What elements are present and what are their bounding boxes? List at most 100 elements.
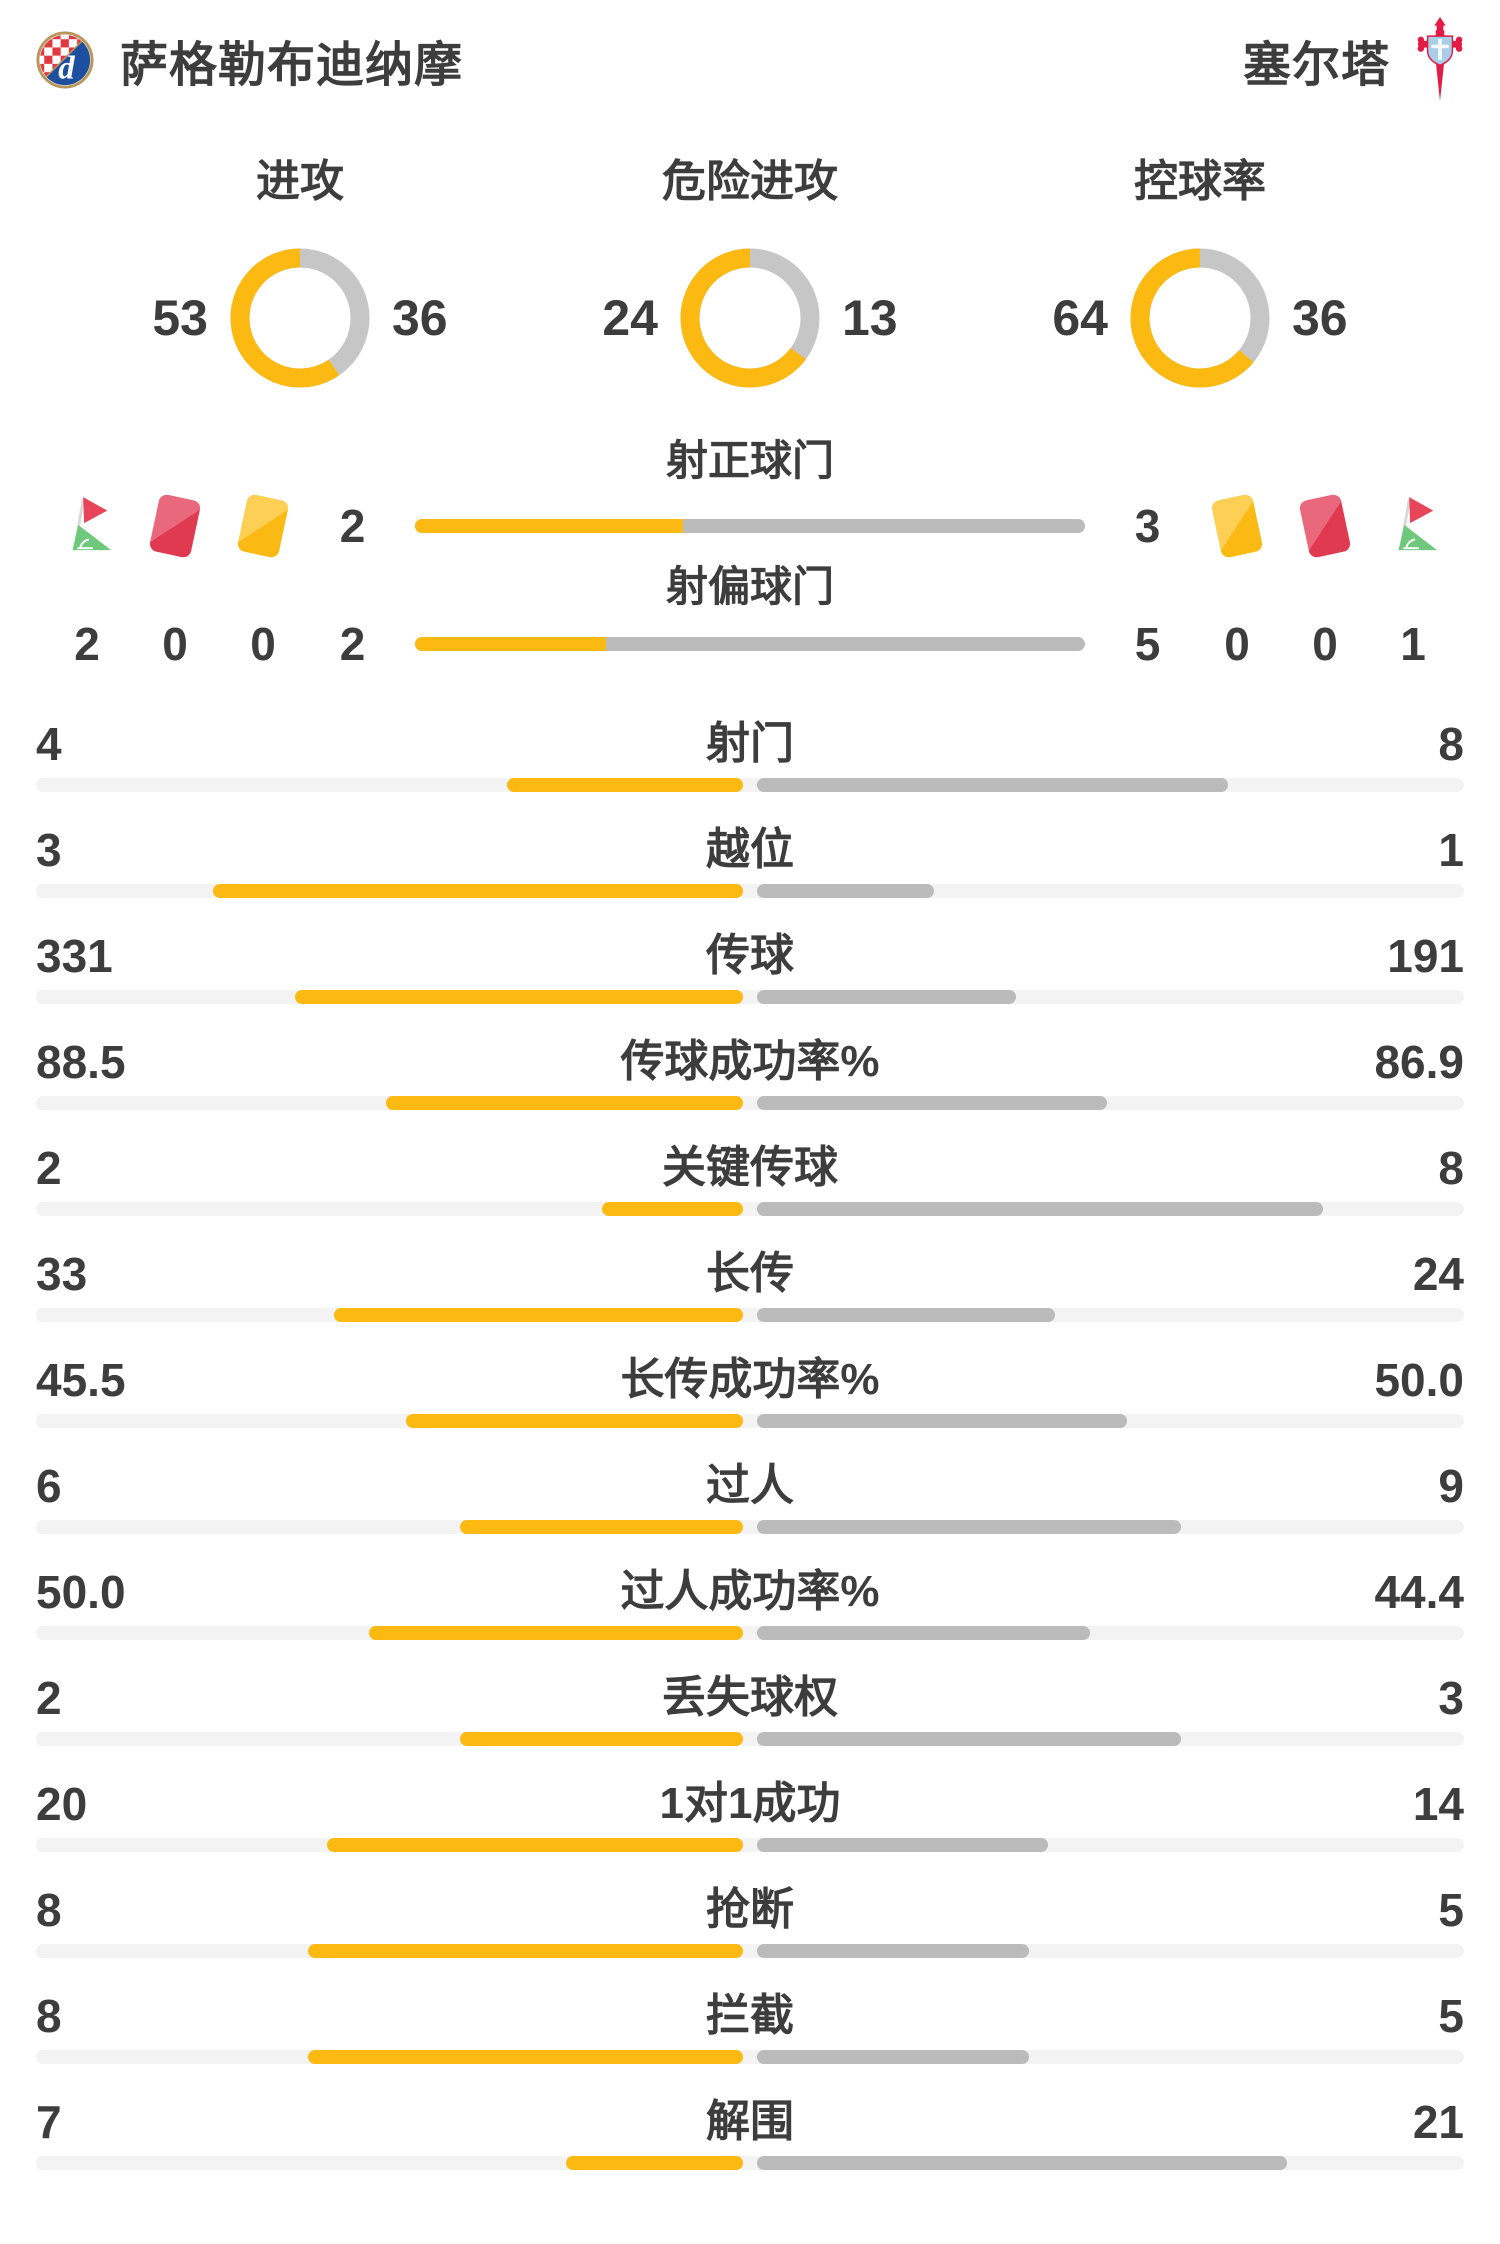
- stat-bar-track: [36, 990, 1464, 1004]
- stat-away-value: 8: [1438, 1142, 1464, 1194]
- stat-label: 解围: [706, 2097, 794, 2146]
- discipline-count: 1: [1400, 618, 1426, 670]
- stat-bar-track: [36, 1308, 1464, 1322]
- stat-bar-away: [757, 1626, 1090, 1640]
- stat-home-value: 6: [36, 1460, 62, 1512]
- shots-on-target-title: 射正球门: [665, 437, 834, 484]
- stat-bar-away: [757, 990, 1016, 1004]
- stat-row: 20 1对1成功 14: [36, 1766, 1464, 1872]
- stat-label: 过人: [706, 1461, 794, 1510]
- donut-title: 危险进攻: [662, 157, 838, 206]
- svg-text:d: d: [58, 50, 75, 86]
- shots-on-target-away: 3: [1134, 500, 1161, 552]
- donut-home-value: 53: [152, 290, 208, 346]
- discipline-count: 0: [250, 618, 276, 670]
- stat-away-value: 86.9: [1374, 1036, 1464, 1088]
- donut-chart: [680, 248, 820, 388]
- stat-bar-away: [757, 1838, 1049, 1852]
- stat-bar-track: [36, 778, 1464, 792]
- stat-bar-away: [757, 1520, 1182, 1534]
- donut-home-value: 24: [602, 290, 658, 346]
- shots-off-target-home: 2: [339, 618, 366, 670]
- stat-bar-home: [307, 2050, 743, 2064]
- stat-row: 2 丢失球权 3: [36, 1660, 1464, 1766]
- stat-bar-away: [757, 1944, 1029, 1958]
- overview-donuts: 进攻 53 36 危险进攻 24 13 控球率: [0, 158, 1500, 388]
- home-discipline-icons: [60, 490, 290, 562]
- stat-away-value: 14: [1412, 1778, 1464, 1830]
- overview-donut-group: 进攻 53 36: [96, 158, 504, 388]
- stat-label: 传球成功率%: [620, 1037, 880, 1086]
- stat-row: 2 关键传球 8: [36, 1130, 1464, 1236]
- stat-row: 7 解围 21: [36, 2084, 1464, 2190]
- stat-label: 1对1成功: [659, 1779, 841, 1828]
- stat-label: 丢失球权: [662, 1673, 838, 1722]
- stat-home-value: 8: [36, 1884, 62, 1936]
- stat-row: 3 越位 1: [36, 812, 1464, 918]
- overview-donut-group: 危险进攻 24 13: [546, 158, 954, 388]
- red-card-icon: [1298, 490, 1352, 562]
- donut-chart: [1130, 248, 1270, 388]
- home-team: d 萨格勒布迪纳摩: [36, 25, 463, 95]
- stat-row: 33 长传 24: [36, 1236, 1464, 1342]
- stat-row: 4 射门 8: [36, 706, 1464, 812]
- stat-bar-track: [36, 1626, 1464, 1640]
- stat-row: 88.5 传球成功率% 86.9: [36, 1024, 1464, 1130]
- donut-away-value: 36: [1292, 290, 1348, 346]
- stat-bar-track: [36, 1520, 1464, 1534]
- stat-home-value: 33: [36, 1248, 88, 1300]
- discipline-count: 0: [162, 618, 188, 670]
- donut-home-value: 64: [1052, 290, 1108, 346]
- stat-home-value: 3: [36, 824, 62, 876]
- stat-bar-away: [757, 1308, 1055, 1322]
- shots-on-target-home: 2: [339, 500, 366, 552]
- stat-bar-home: [601, 1202, 743, 1216]
- stat-bar-away: [757, 1202, 1323, 1216]
- home-team-name: 萨格勒布迪纳摩: [120, 39, 464, 92]
- stat-bar-away: [757, 2156, 1288, 2170]
- stats-list: 4 射门 8 3 越位 1 331 传球 191: [36, 706, 1464, 2190]
- away-discipline-icons: [1210, 490, 1440, 562]
- stat-away-value: 5: [1438, 1990, 1464, 2042]
- stat-label: 长传: [706, 1249, 794, 1298]
- stat-home-value: 4: [36, 718, 62, 770]
- stat-bar-track: [36, 884, 1464, 898]
- stat-bar-track: [36, 1732, 1464, 1746]
- stat-bar-away: [757, 1732, 1182, 1746]
- home-discipline-values: 2 0 0: [60, 614, 290, 674]
- stat-label: 抢断: [706, 1885, 794, 1934]
- red-card-icon: [148, 490, 202, 562]
- stat-bar-home: [460, 1520, 743, 1534]
- stat-away-value: 9: [1438, 1460, 1464, 1512]
- yellow-card-icon: [1210, 490, 1264, 562]
- stat-row: 8 拦截 5: [36, 1978, 1464, 2084]
- stat-bar-home: [460, 1732, 743, 1746]
- away-team-name: 塞尔塔: [1242, 39, 1390, 92]
- donut-away-value: 36: [392, 290, 448, 346]
- stat-label: 过人成功率%: [620, 1567, 880, 1616]
- shots-off-target-title: 射偏球门: [665, 563, 834, 610]
- stat-row: 331 传球 191: [36, 918, 1464, 1024]
- shots-on-target-bar: [415, 519, 1085, 533]
- home-team-logo: d: [36, 31, 94, 89]
- stat-bar-home: [406, 1414, 743, 1428]
- stat-bar-home: [368, 1626, 743, 1640]
- stat-bar-home: [507, 778, 743, 792]
- shots-off-target-away: 5: [1134, 618, 1161, 670]
- stat-away-value: 3: [1438, 1672, 1464, 1724]
- stat-row: 8 抢断 5: [36, 1872, 1464, 1978]
- celta-vigo-crest: [1417, 17, 1463, 102]
- stat-row: 50.0 过人成功率% 44.4: [36, 1554, 1464, 1660]
- stat-home-value: 45.5: [36, 1354, 126, 1406]
- stat-bar-away: [757, 778, 1229, 792]
- stat-bar-away: [757, 1096, 1108, 1110]
- stat-label: 拦截: [706, 1991, 794, 2040]
- discipline-count: 2: [74, 618, 100, 670]
- stat-bar-home: [212, 884, 743, 898]
- stat-bar-home: [307, 1944, 743, 1958]
- stat-away-value: 5: [1438, 1884, 1464, 1936]
- shots-off-target-bar: [415, 637, 1085, 651]
- stat-bar-track: [36, 2156, 1464, 2170]
- corner-flag-icon: [1398, 497, 1438, 551]
